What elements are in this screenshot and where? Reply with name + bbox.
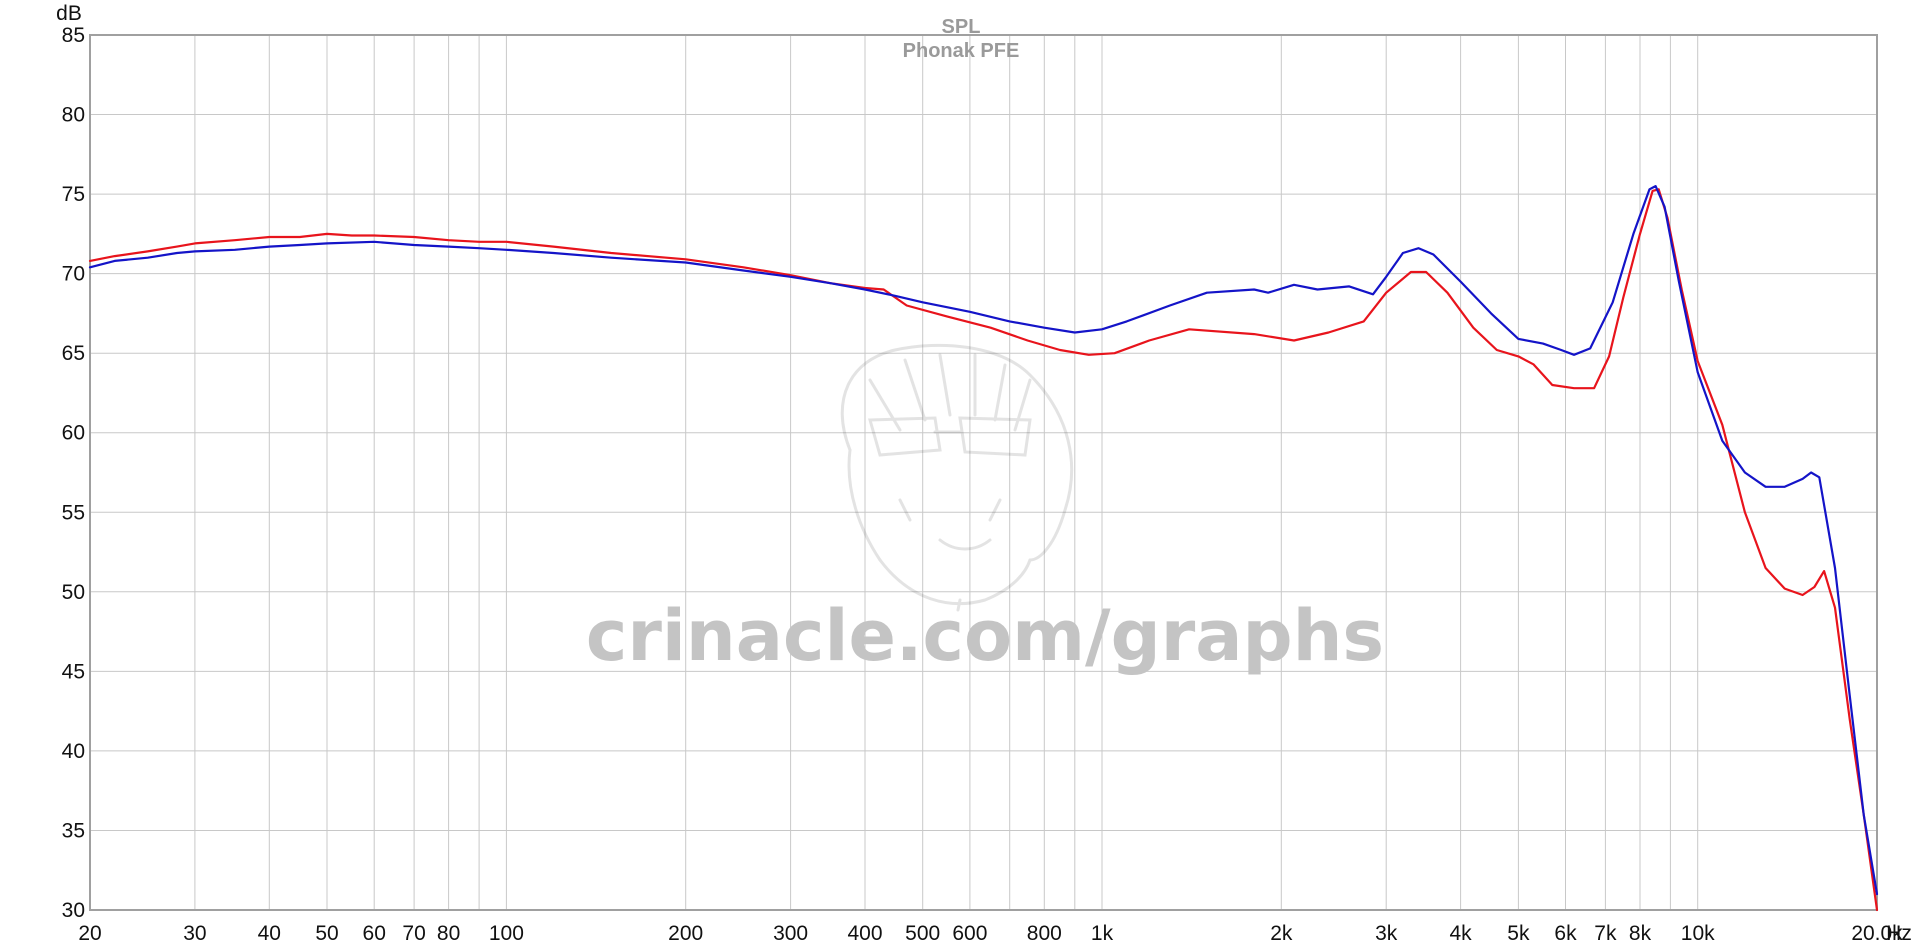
chart-title: SPL [942,16,981,38]
x-tick-label: 3k [1375,922,1398,945]
x-axis-unit: Hz [1886,922,1912,945]
watermark: crinacle.com/graphs [586,343,1384,677]
x-tick-label: 10k [1681,922,1715,945]
watermark-text: crinacle.com/graphs [586,595,1384,677]
y-tick-label: 75 [62,183,85,206]
x-tick-label: 6k [1554,922,1577,945]
y-tick-label: 40 [62,740,85,763]
y-tick-label: 50 [62,581,85,604]
x-tick-label: 2k [1270,922,1293,945]
x-tick-label: 80 [437,922,460,945]
x-tick-label: 50 [315,922,338,945]
mascot-sketch-icon [840,343,1074,612]
x-tick-label: 4k [1450,922,1473,945]
series-line-1 [88,188,1879,912]
x-tick-label: 5k [1507,922,1530,945]
series-layer [88,185,1879,912]
y-tick-label: 65 [62,342,85,365]
x-tick-label: 8k [1629,922,1652,945]
y-axis-unit: dB [56,2,82,25]
x-tick-label: 20.0k [1851,922,1903,945]
y-tick-label: 45 [62,660,85,683]
x-tick-label: 600 [952,922,987,945]
x-tick-label: 100 [489,922,524,945]
plot-frame [89,34,1878,911]
y-tick-label: 60 [62,422,85,445]
x-tick-label: 300 [773,922,808,945]
chart-subtitle: Phonak PFE [903,40,1020,62]
x-tick-label: 500 [905,922,940,945]
y-tick-label: 55 [62,501,85,524]
x-tick-label: 800 [1027,922,1062,945]
x-tick-label: 20 [78,922,101,945]
x-tick-label: 7k [1594,922,1617,945]
x-tick-label: 200 [668,922,703,945]
x-tick-label: 40 [258,922,281,945]
y-tick-label: 30 [62,899,85,922]
x-tick-label: 70 [402,922,425,945]
series-line-2 [88,185,1879,896]
x-tick-label: 1k [1091,922,1114,945]
y-tick-label: 35 [62,820,85,843]
x-tick-label: 30 [183,922,206,945]
x-tick-label: 60 [363,922,386,945]
y-tick-label: 70 [62,263,85,286]
y-tick-label: 85 [62,24,85,47]
grid [89,34,1878,911]
y-tick-label: 80 [62,104,85,127]
x-tick-label: 400 [847,922,882,945]
